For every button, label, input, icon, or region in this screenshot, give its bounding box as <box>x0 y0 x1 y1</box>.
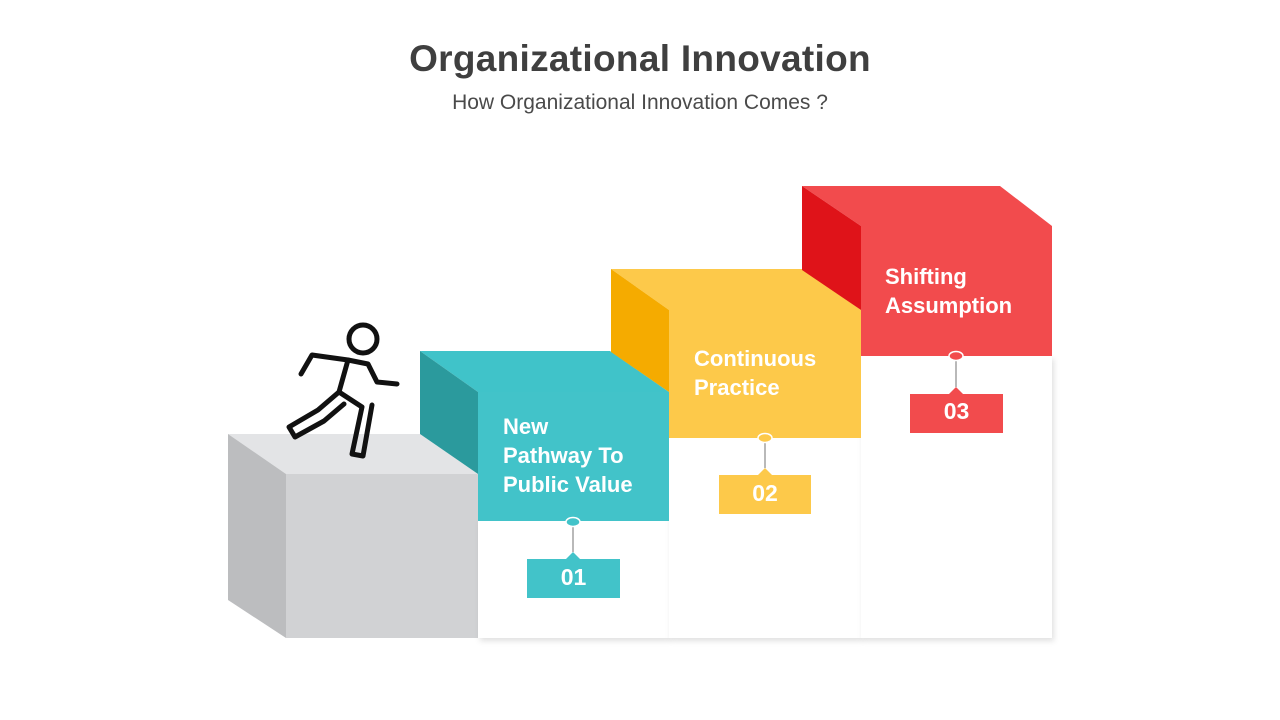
step-3-label-line: Assumption <box>885 293 1013 318</box>
step-1-number: 01 <box>560 564 587 590</box>
step-3-block <box>802 186 1052 356</box>
step-2-number: 02 <box>752 480 778 506</box>
tag-03-connector <box>910 350 1003 433</box>
step-2-block <box>611 269 861 438</box>
tag-01-connector <box>527 516 620 598</box>
page-subtitle: How Organizational Innovation Comes ? <box>452 91 828 114</box>
step-1-block <box>420 351 669 521</box>
page-title: Organizational Innovation <box>409 38 871 79</box>
base-block <box>228 434 478 638</box>
step-2-label-line: Continuous <box>694 346 817 371</box>
step-2-label: Continuous Practice <box>694 344 816 402</box>
step-1-label-line: Pathway To <box>503 443 624 468</box>
step-1-label-line: Public Value <box>503 472 633 497</box>
step-3-label: Shifting Assumption <box>885 262 1012 320</box>
step-1-label-line: New <box>503 414 549 439</box>
running-person-icon <box>286 322 400 459</box>
tag-02-connector <box>719 432 811 514</box>
step-3-label-line: Shifting <box>885 264 967 289</box>
step-2-label-line: Practice <box>694 375 780 400</box>
step-3-number: 03 <box>943 398 970 424</box>
step-1-label: New Pathway To Public Value <box>503 412 633 499</box>
